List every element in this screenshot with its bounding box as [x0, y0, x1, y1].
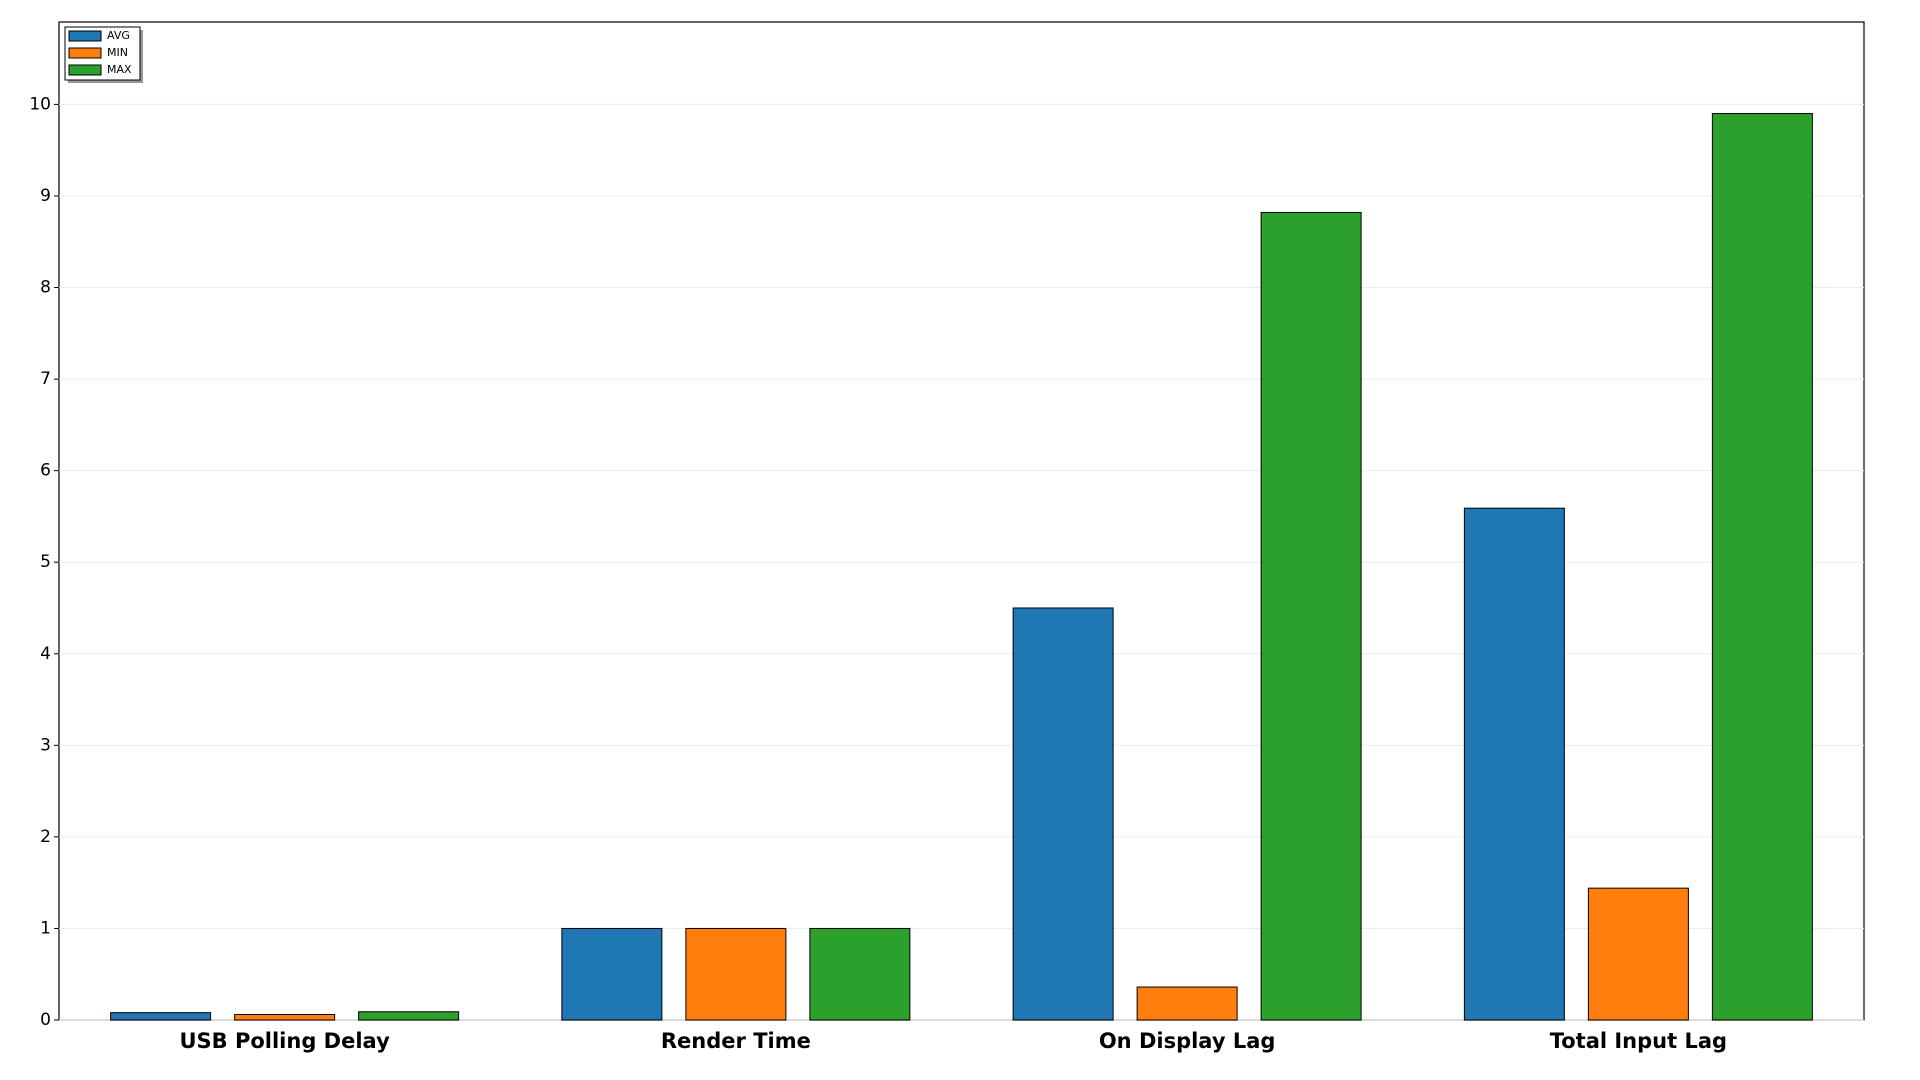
y-tick-label: 4 — [40, 644, 51, 664]
legend-swatch — [68, 30, 102, 42]
bar — [1587, 887, 1689, 1021]
y-tick-label: 0 — [40, 1010, 51, 1030]
bar — [1463, 507, 1565, 1021]
legend-label: MAX — [107, 63, 132, 76]
bar — [1711, 113, 1813, 1021]
y-tick-label: 3 — [40, 735, 51, 755]
x-tick-label: On Display Lag — [1099, 1029, 1276, 1053]
y-tick-label: 2 — [40, 827, 51, 847]
x-tick-label: Render Time — [661, 1029, 811, 1053]
legend-swatch — [68, 47, 102, 59]
bar — [110, 1012, 212, 1021]
bar — [685, 927, 787, 1021]
x-tick-label: USB Polling Delay — [179, 1029, 390, 1053]
legend-label: AVG — [107, 29, 130, 42]
bar — [1012, 607, 1114, 1021]
bar — [561, 927, 663, 1021]
x-tick-label: Total Input Lag — [1550, 1029, 1727, 1053]
y-tick-label: 9 — [40, 186, 51, 206]
bar — [234, 1014, 336, 1021]
y-tick-label: 10 — [29, 94, 51, 114]
legend-swatch — [68, 64, 102, 76]
y-tick-label: 8 — [40, 278, 51, 298]
bar — [1260, 211, 1362, 1021]
y-tick-label: 7 — [40, 369, 51, 389]
y-tick-label: 5 — [40, 552, 51, 572]
bar — [1136, 986, 1238, 1021]
bar — [358, 1011, 460, 1021]
y-tick-label: 6 — [40, 461, 51, 481]
legend-label: MIN — [107, 46, 128, 59]
bar — [809, 927, 911, 1021]
plot-frame — [58, 21, 1865, 1021]
y-tick-label: 1 — [40, 918, 51, 938]
